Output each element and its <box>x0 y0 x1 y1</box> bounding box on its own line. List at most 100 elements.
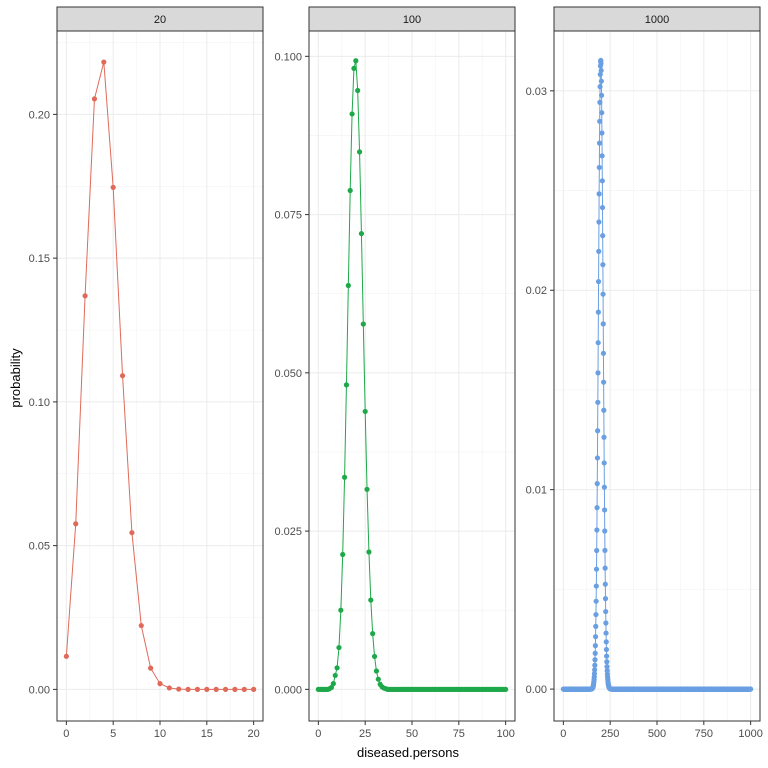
data-point <box>341 474 348 480</box>
strip-20 <box>56 6 264 32</box>
data-point <box>138 622 144 629</box>
x-tick-label: 0 <box>63 728 69 740</box>
data-point <box>592 643 598 649</box>
y-axis-title: probability <box>8 348 23 408</box>
data-point <box>602 528 608 534</box>
x-tick-label: 10 <box>154 728 166 740</box>
data-point <box>594 547 600 554</box>
grid-1000 <box>554 31 760 721</box>
data-point <box>593 611 599 618</box>
x-tick-label: 750 <box>695 728 713 740</box>
data-point <box>600 350 607 356</box>
data-point <box>371 653 378 660</box>
data-point <box>595 278 602 285</box>
data-point <box>592 667 598 673</box>
data-point <box>600 233 606 239</box>
data-point <box>185 686 191 692</box>
data-point <box>596 219 602 225</box>
marks-1000 <box>560 57 754 692</box>
y-tick-label: 0.000 <box>274 684 302 696</box>
data-point <box>110 184 116 190</box>
data-point <box>360 321 366 327</box>
y-tick-label: 0.00 <box>29 684 50 696</box>
data-point <box>82 293 88 299</box>
data-point <box>594 527 600 533</box>
data-point <box>373 668 380 674</box>
data-point <box>600 321 606 327</box>
data-point <box>330 681 336 687</box>
data-point <box>593 566 600 572</box>
data-point <box>358 230 365 237</box>
data-point <box>251 686 257 692</box>
strip-label-100: 100 <box>403 14 421 26</box>
y-tick-label: 0.050 <box>274 368 302 380</box>
data-point <box>598 92 605 98</box>
data-point <box>595 309 601 315</box>
data-point <box>594 455 601 461</box>
data-point <box>600 291 606 297</box>
strip-label-20: 20 <box>154 14 166 26</box>
data-point <box>599 178 605 184</box>
data-point <box>129 530 135 536</box>
ticks-20: 0 5 10 15 20 0.00 0.05 0.10 0.15 0.20 <box>29 109 260 740</box>
data-point <box>375 676 381 682</box>
data-point <box>596 248 602 254</box>
data-point <box>148 665 154 671</box>
data-point <box>596 191 602 197</box>
data-point <box>594 481 600 487</box>
panel-100: 100 0 25 50 75 100 0.000 0.025 0.050 0.075 0.100 <box>274 6 516 740</box>
y-tick-label: 0.00 <box>526 684 547 696</box>
data-point <box>592 650 598 656</box>
data-point <box>603 620 609 626</box>
strip-label-1000: 1000 <box>645 14 669 26</box>
data-point <box>604 659 610 665</box>
data-point <box>597 71 603 78</box>
data-point <box>602 565 608 571</box>
data-point <box>362 408 368 415</box>
ticks-1000: 0 250 500 750 1000 0.00 0.01 0.02 0.03 <box>526 86 763 740</box>
data-point <box>336 644 342 651</box>
x-tick-label: 5 <box>110 728 116 740</box>
y-tick-label: 0.20 <box>29 109 50 121</box>
ticks-100: 0 25 50 75 100 0.000 0.025 0.050 0.075 0.100 <box>274 51 514 740</box>
data-point <box>213 686 219 692</box>
x-tick-label: 25 <box>359 728 371 740</box>
data-point <box>356 149 363 155</box>
y-tick-label: 0.05 <box>29 541 50 553</box>
data-point <box>601 434 607 440</box>
x-tick-label: 100 <box>496 728 514 740</box>
x-tick-label: 15 <box>201 728 213 740</box>
data-point <box>368 597 374 603</box>
data-point <box>601 407 607 413</box>
data-point <box>594 505 600 511</box>
data-point <box>204 686 210 692</box>
x-tick-label: 50 <box>406 728 418 740</box>
data-point <box>596 140 603 146</box>
data-point <box>593 598 599 604</box>
data-point <box>343 382 350 388</box>
y-tick-label: 0.15 <box>29 253 50 265</box>
data-point <box>595 340 601 346</box>
data-point <box>599 130 605 136</box>
data-point <box>603 646 610 653</box>
data-point <box>593 583 599 589</box>
data-point <box>63 653 69 659</box>
data-point <box>364 486 370 492</box>
data-point <box>602 596 609 602</box>
x-tick-label: 0 <box>560 728 566 740</box>
x-axis-title: diseased.persons <box>357 745 459 760</box>
data-point <box>91 96 98 102</box>
data-point <box>347 187 353 194</box>
data-point <box>601 379 607 385</box>
data-point <box>599 153 605 159</box>
data-point <box>232 686 238 692</box>
data-point <box>601 484 607 490</box>
data-point <box>595 428 601 434</box>
data-point <box>603 608 609 615</box>
data-point <box>338 607 344 613</box>
data-point <box>345 282 351 289</box>
data-point <box>595 399 601 405</box>
data-point <box>599 204 606 211</box>
data-point <box>604 653 610 659</box>
